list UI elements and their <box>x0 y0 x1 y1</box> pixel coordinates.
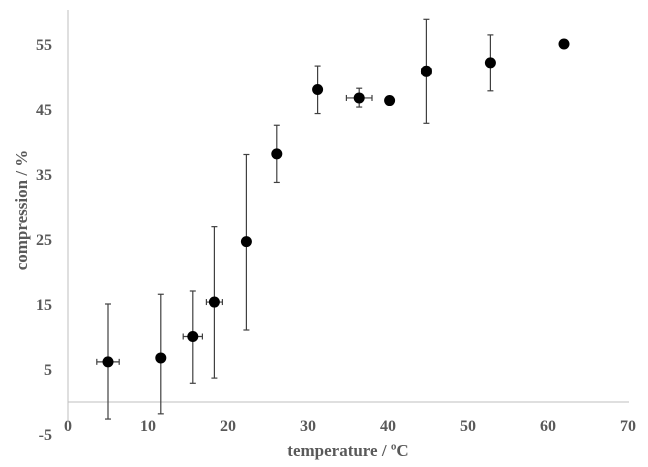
data-points <box>102 38 570 368</box>
x-tick-label: 20 <box>220 418 236 435</box>
data-point <box>558 38 570 50</box>
y-tick-label: 15 <box>36 297 52 314</box>
x-axis-title: temperature / ºC <box>287 441 408 460</box>
y-tick-label: 55 <box>36 37 52 54</box>
x-tick-label: 60 <box>540 418 556 435</box>
y-tick-label: 35 <box>36 167 52 184</box>
x-tick-label: 0 <box>64 418 72 435</box>
y-axis-tick-labels: -5 5 15 25 35 45 55 <box>36 37 52 444</box>
x-tick-label: 70 <box>620 418 636 435</box>
y-axis-title: compression / % <box>12 150 31 271</box>
data-point <box>155 352 167 364</box>
data-point <box>420 65 432 77</box>
x-tick-label: 50 <box>460 418 476 435</box>
y-tick-label: 5 <box>44 362 52 379</box>
x-tick-label: 10 <box>140 418 156 435</box>
data-point <box>240 236 252 248</box>
x-axis-tick-labels: 0 10 20 30 40 50 60 70 <box>64 418 636 435</box>
data-point <box>312 84 324 95</box>
data-point <box>187 331 199 342</box>
data-point <box>208 296 220 308</box>
data-point <box>271 148 283 160</box>
y-tick-label: 25 <box>36 232 52 249</box>
y-tick-label: -5 <box>39 427 52 444</box>
data-point <box>384 95 396 107</box>
data-point <box>353 92 365 104</box>
data-point <box>102 356 114 368</box>
x-tick-label: 40 <box>380 418 396 435</box>
y-tick-label: 45 <box>36 102 52 119</box>
data-point <box>484 57 496 69</box>
x-tick-label: 30 <box>300 418 316 435</box>
